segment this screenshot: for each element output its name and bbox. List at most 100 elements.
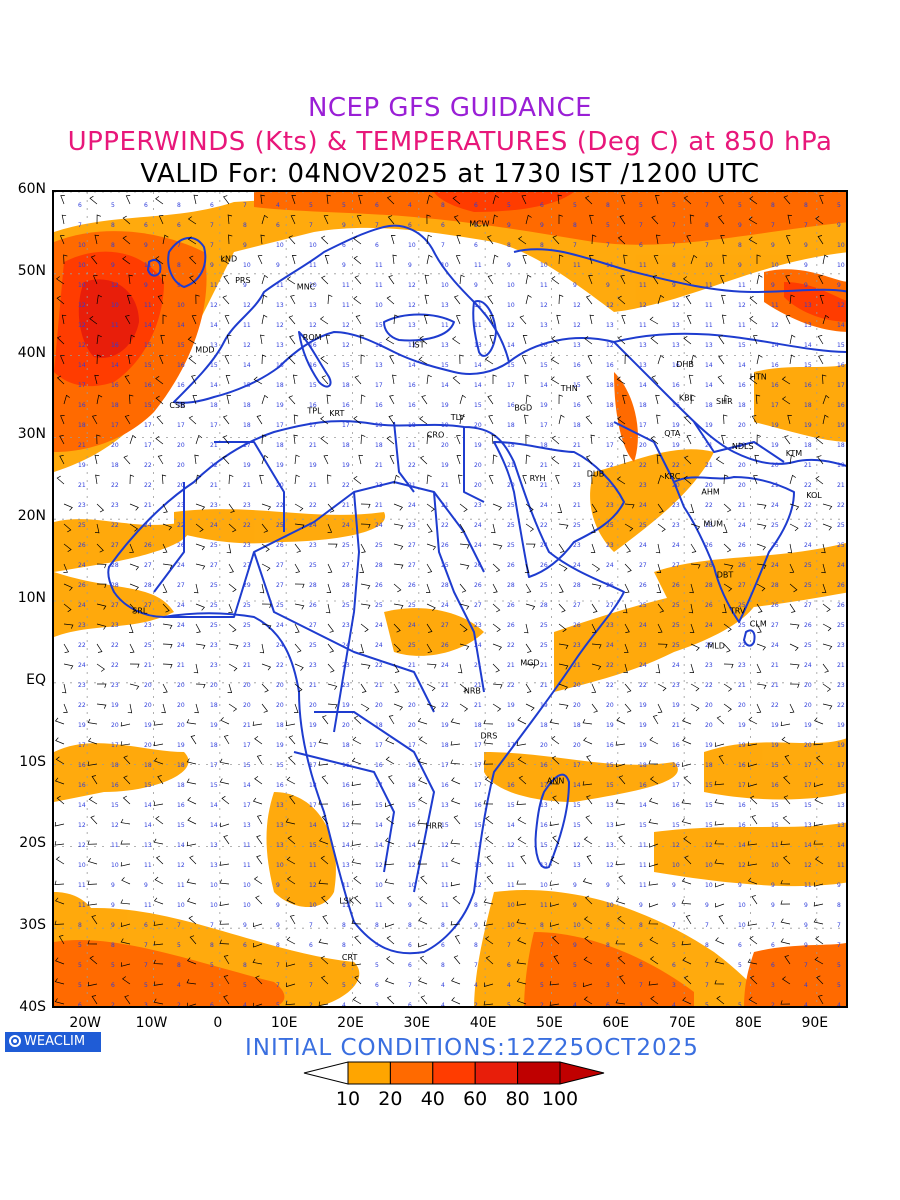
wind-barb (96, 643, 103, 653)
wind-barb (590, 434, 595, 445)
temperature-value: 10 (309, 242, 317, 249)
wind-barb (523, 623, 529, 634)
wind-barb (452, 336, 461, 345)
temperature-value: 25 (276, 602, 284, 609)
temperature-value: 23 (606, 482, 614, 489)
temperature-value: 15 (507, 802, 515, 809)
temperature-value: 19 (441, 722, 449, 729)
wind-barb (516, 741, 527, 747)
temperature-value: 25 (540, 582, 548, 589)
wind-barb (549, 718, 560, 725)
wind-barb (386, 295, 395, 305)
wind-barb (386, 935, 395, 945)
city-label: MNC (297, 282, 316, 291)
wind-barb (162, 523, 173, 531)
temperature-value: 24 (639, 542, 647, 549)
temperature-value: 19 (441, 402, 449, 409)
temperature-value: 14 (210, 382, 218, 389)
wind-barb (787, 414, 792, 425)
wind-barb (650, 996, 659, 1005)
wind-barb (219, 778, 230, 785)
wind-barb (748, 782, 758, 787)
wind-barb (327, 643, 335, 653)
wind-barb (127, 703, 133, 714)
temperature-value: 10 (78, 242, 86, 249)
temperature-value: 24 (144, 522, 152, 529)
temperature-value: 13 (408, 342, 416, 349)
temperature-value: 25 (276, 522, 284, 529)
wind-barb (162, 663, 173, 669)
temperature-value: 10 (408, 242, 416, 249)
wind-barb (623, 663, 628, 674)
city-label: HTN (750, 372, 767, 381)
wind-barb (55, 756, 65, 765)
temperature-value: 16 (639, 782, 647, 789)
temperature-value: 19 (837, 422, 845, 429)
temperature-value: 23 (738, 662, 746, 669)
wind-barb (129, 434, 137, 445)
wind-barb (123, 775, 131, 785)
wind-barb (153, 941, 164, 946)
temperature-value: 14 (243, 362, 251, 369)
temperature-value: 21 (540, 662, 548, 669)
temperature-value: 23 (78, 502, 86, 509)
temperature-value: 18 (639, 402, 647, 409)
wind-barb (656, 563, 662, 573)
wind-barb (129, 683, 140, 690)
wind-barb (723, 523, 728, 533)
temperature-value: 25 (441, 562, 449, 569)
wind-barb (319, 837, 329, 845)
wind-barb (360, 543, 366, 553)
wind-barb (615, 799, 626, 805)
initial-conditions-label: INITIAL CONDITIONS:12Z25OCT2025 (245, 1035, 699, 1061)
temperature-value: 19 (276, 742, 284, 749)
temperature-value: 21 (705, 442, 713, 449)
temperature-value: 7 (573, 242, 577, 249)
temperature-value: 10 (309, 282, 317, 289)
temperature-value: 10 (78, 862, 86, 869)
temperature-value: 16 (177, 802, 185, 809)
wind-barb (353, 895, 362, 905)
temperature-value: 14 (441, 382, 449, 389)
temperature-value: 6 (408, 1002, 412, 1008)
temperature-value: 21 (771, 482, 779, 489)
wind-barb (689, 663, 695, 673)
wind-barb (558, 683, 568, 691)
wind-barb (586, 855, 593, 865)
temperature-value: 17 (243, 742, 251, 749)
wind-barb (195, 603, 205, 611)
wind-barb (393, 583, 402, 593)
temperature-value: 18 (210, 402, 218, 409)
wind-barb (129, 583, 139, 591)
temperature-value: 12 (276, 322, 284, 329)
temperature-value: 16 (408, 382, 416, 389)
wind-barb (358, 194, 363, 205)
temperature-value: 9 (705, 902, 709, 909)
wind-barb (253, 922, 263, 928)
wind-barb (459, 503, 468, 512)
temperature-value: 14 (111, 362, 119, 369)
wind-barb (225, 375, 231, 385)
temperature-value: 17 (309, 762, 317, 769)
temperature-value: 7 (210, 242, 214, 249)
temperature-value: 27 (771, 622, 779, 629)
wind-barbs-layer (54, 194, 833, 1006)
temperature-value: 24 (573, 562, 581, 569)
wind-barb (488, 415, 494, 425)
temperature-value: 11 (540, 282, 548, 289)
temperature-value: 15 (771, 822, 779, 829)
temperature-value: 20 (573, 702, 581, 709)
temperature-value: 17 (441, 762, 449, 769)
temperature-value: 23 (606, 622, 614, 629)
temperature-value: 12 (672, 842, 680, 849)
temperature-value: 26 (474, 582, 482, 589)
wind-barb (780, 918, 791, 925)
temperature-value: 19 (804, 422, 812, 429)
wind-barb (223, 975, 230, 985)
temperature-value: 12 (177, 862, 185, 869)
temperature-value: 6 (639, 962, 643, 969)
wind-barb (818, 275, 824, 285)
wind-barb (223, 735, 230, 745)
temperature-value: 13 (342, 862, 350, 869)
wind-barb (294, 643, 302, 653)
